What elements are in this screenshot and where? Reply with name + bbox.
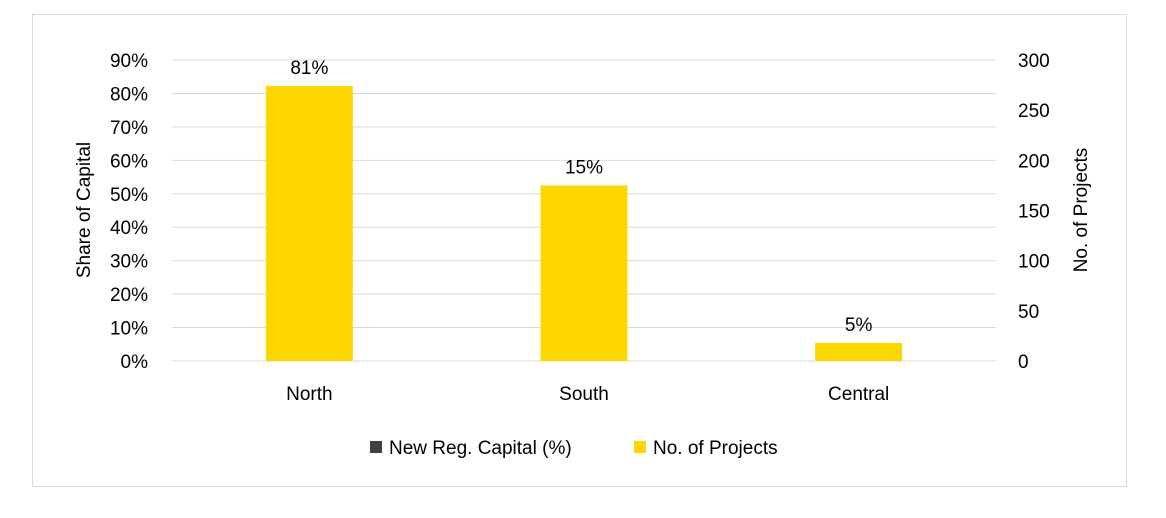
y-right-tick-label: 300 <box>1018 51 1050 72</box>
data-label: 15% <box>565 157 603 178</box>
data-label: 81% <box>290 58 328 79</box>
x-tick-label: South <box>559 384 609 405</box>
y-axis-left-ticks: 0% 10% 20% 30% 40% 50% 60% 70% 80% 90% <box>110 51 148 373</box>
bars <box>265 86 903 361</box>
y-left-tick-label: 20% <box>110 285 148 306</box>
x-tick-label: Central <box>828 384 889 405</box>
y-left-tick-label: 10% <box>110 319 148 340</box>
y-axis-right-ticks: 0 50 100 150 200 250 300 <box>1018 51 1050 373</box>
legend: New Reg. Capital (%) No. of Projects <box>370 438 778 459</box>
y-left-tick-label: 90% <box>110 51 148 72</box>
y-left-tick-label: 80% <box>110 84 148 105</box>
y-left-tick-label: 30% <box>110 252 148 273</box>
y-left-tick-label: 60% <box>110 151 148 172</box>
bar-projects-north <box>265 86 353 361</box>
y-left-tick-label: 70% <box>110 118 148 139</box>
bar-projects-south <box>540 185 628 361</box>
data-label: 5% <box>845 315 873 336</box>
bar-projects-central <box>815 342 903 361</box>
y-left-tick-label: 50% <box>110 185 148 206</box>
legend-label: No. of Projects <box>653 438 778 459</box>
x-axis-ticks: North South Central <box>286 384 889 405</box>
y-right-tick-label: 250 <box>1018 101 1050 122</box>
y-right-tick-label: 0 <box>1018 352 1029 373</box>
y-left-tick-label: 40% <box>110 218 148 239</box>
y-left-tick-label: 0% <box>121 352 149 373</box>
y-right-tick-label: 50 <box>1018 302 1039 323</box>
y-axis-left-title: Share of Capital <box>74 142 95 278</box>
y-right-tick-label: 150 <box>1018 202 1050 223</box>
y-right-tick-label: 200 <box>1018 151 1050 172</box>
y-right-tick-label: 100 <box>1018 252 1050 273</box>
x-tick-label: North <box>286 384 332 405</box>
legend-label: New Reg. Capital (%) <box>389 438 572 459</box>
legend-swatch <box>634 441 646 453</box>
y-axis-right-title: No. of Projects <box>1071 148 1092 273</box>
data-labels: 81% 15% 5% <box>290 58 872 336</box>
legend-swatch <box>370 441 382 453</box>
